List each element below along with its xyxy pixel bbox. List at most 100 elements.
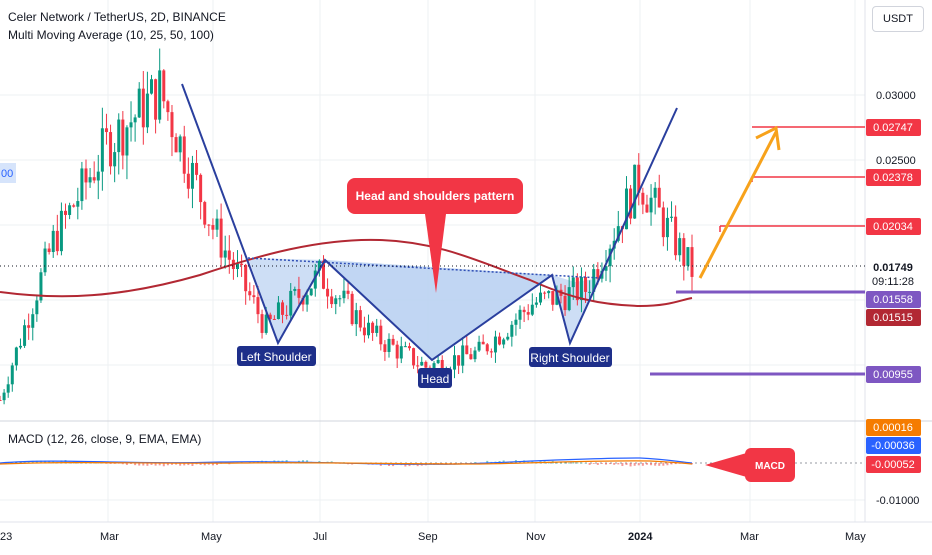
candle-body bbox=[35, 300, 39, 315]
candle-body bbox=[498, 336, 502, 345]
candle-body bbox=[219, 218, 223, 258]
level-label-2: 0.02034 bbox=[866, 218, 921, 235]
macd-bar bbox=[179, 463, 182, 466]
macd-bar bbox=[486, 460, 489, 464]
time-label-6: 2024 bbox=[628, 531, 653, 543]
candle-body bbox=[309, 288, 313, 296]
currency-button[interactable]: USDT bbox=[872, 6, 924, 32]
candle-body bbox=[665, 217, 669, 238]
macd-bar bbox=[175, 463, 178, 465]
candle-body bbox=[133, 117, 137, 123]
macd-bar bbox=[568, 462, 571, 464]
candle-body bbox=[551, 291, 555, 305]
svg-text:0.01515: 0.01515 bbox=[873, 312, 913, 324]
svg-text:0.00955: 0.00955 bbox=[873, 369, 913, 381]
candle-body bbox=[674, 216, 678, 256]
candle-body bbox=[432, 363, 436, 370]
price-tick-0: 0.03000 bbox=[876, 90, 916, 102]
candle-body bbox=[68, 205, 72, 215]
right-shoulder-label: Right Shoulder bbox=[529, 347, 612, 367]
macd-bar bbox=[150, 463, 153, 465]
candle-body bbox=[686, 247, 690, 266]
time-label-7: Mar bbox=[740, 531, 759, 543]
macd-bar bbox=[134, 463, 137, 466]
candle-body bbox=[227, 250, 231, 260]
macd-bar bbox=[650, 463, 653, 466]
candle-body bbox=[690, 247, 694, 277]
candle-body bbox=[272, 318, 276, 320]
candle-body bbox=[72, 205, 76, 207]
candle-body bbox=[383, 344, 387, 352]
macd-bar bbox=[15, 462, 18, 464]
macd-bar bbox=[138, 463, 141, 466]
candle-body bbox=[543, 292, 547, 294]
candle-body bbox=[354, 310, 358, 325]
macd-bar bbox=[658, 463, 661, 466]
macd-value-2: -0.00052 bbox=[866, 456, 921, 473]
candle-body bbox=[174, 137, 178, 153]
indicator-legend[interactable]: Multi Moving Average (10, 25, 50, 100) bbox=[8, 28, 214, 42]
candle-body bbox=[47, 248, 51, 253]
candle-body bbox=[170, 112, 174, 138]
candle-body bbox=[321, 260, 325, 289]
candle-body bbox=[530, 304, 534, 315]
candle-body bbox=[264, 314, 268, 333]
macd-bar bbox=[44, 460, 47, 464]
macd-bar bbox=[670, 463, 673, 465]
candle-body bbox=[477, 341, 481, 351]
macd-bar bbox=[629, 463, 632, 467]
candle-body bbox=[182, 136, 186, 174]
macd-bar bbox=[23, 461, 26, 464]
macd-bar bbox=[191, 463, 194, 466]
candle-body bbox=[514, 319, 518, 325]
candle-body bbox=[420, 361, 424, 366]
candle-body bbox=[80, 168, 84, 202]
head-fill bbox=[325, 260, 552, 360]
candle-body bbox=[518, 309, 522, 320]
macd-bar bbox=[576, 462, 579, 464]
macd-bar bbox=[154, 463, 157, 466]
countdown-text: 09:11:28 bbox=[872, 276, 914, 288]
level-label-3: 0.01558 bbox=[866, 291, 921, 308]
candle-body bbox=[436, 359, 440, 364]
projection-arrow-head bbox=[755, 125, 781, 151]
candle-body bbox=[330, 296, 334, 305]
candle-body bbox=[109, 132, 113, 167]
macd-bar bbox=[207, 463, 210, 465]
macd-bar bbox=[609, 463, 612, 465]
candle-body bbox=[350, 293, 354, 325]
candle-body bbox=[117, 119, 121, 153]
candle-body bbox=[0, 400, 2, 401]
macd-bar bbox=[584, 462, 587, 464]
candle-body bbox=[461, 345, 465, 366]
candle-body bbox=[375, 325, 379, 333]
candle-body bbox=[281, 302, 285, 315]
right-shoulder-text: Right Shoulder bbox=[530, 351, 609, 365]
macd-bar bbox=[592, 463, 595, 464]
svg-text:0.02034: 0.02034 bbox=[873, 221, 913, 233]
macd-bar bbox=[555, 462, 558, 464]
time-label-1: Mar bbox=[100, 531, 119, 543]
candle-body bbox=[407, 346, 411, 349]
macd-bar bbox=[580, 462, 583, 464]
macd-legend[interactable]: MACD (12, 26, close, 9, EMA, EMA) bbox=[8, 432, 202, 446]
candle-body bbox=[313, 270, 317, 289]
macd-value-0: 0.00016 bbox=[866, 419, 921, 436]
candle-body bbox=[489, 351, 493, 353]
current-price-text: 0.01749 bbox=[873, 262, 913, 274]
candle-body bbox=[317, 260, 321, 271]
candle-body bbox=[584, 277, 588, 292]
macd-bar bbox=[48, 460, 51, 464]
candle-body bbox=[645, 204, 649, 213]
candle-body bbox=[162, 70, 166, 102]
candle-body bbox=[440, 359, 444, 374]
candle-body bbox=[637, 164, 641, 193]
macd-value-1: -0.00036 bbox=[866, 437, 921, 454]
candle-body bbox=[563, 295, 567, 311]
macd-bar bbox=[170, 463, 173, 465]
candle-body bbox=[285, 314, 289, 316]
candle-body bbox=[649, 197, 653, 213]
candle-body bbox=[268, 314, 272, 319]
candle-body bbox=[526, 312, 530, 315]
